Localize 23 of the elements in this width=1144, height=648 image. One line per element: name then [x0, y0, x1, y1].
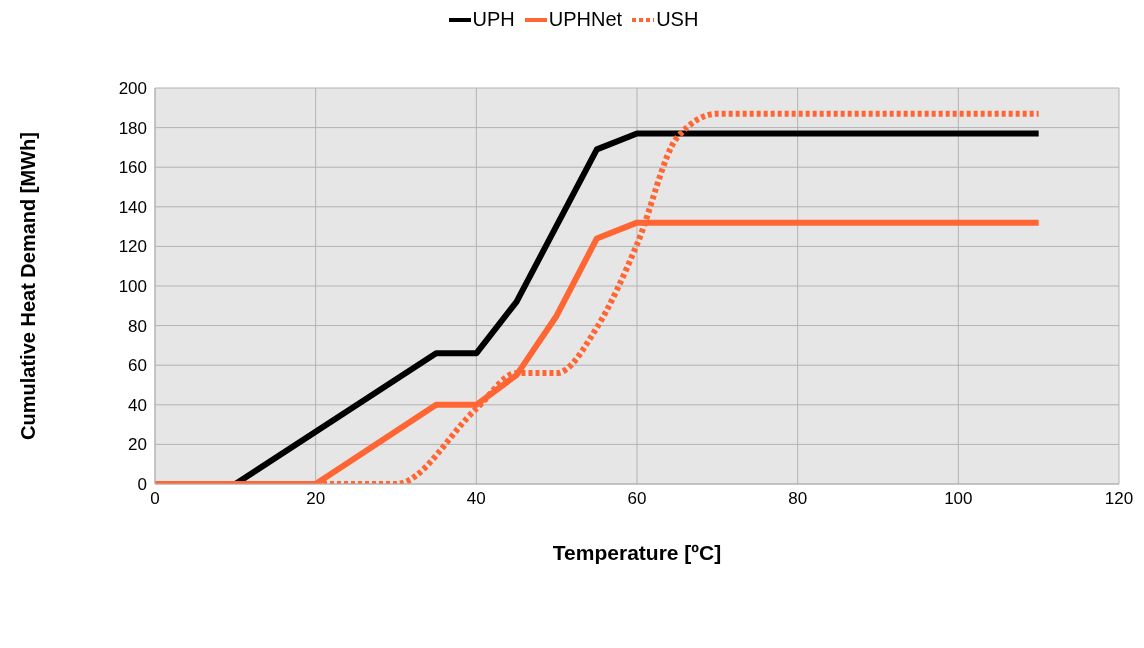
x-tick-label: 80 [788, 489, 808, 509]
legend-label: USH [656, 8, 699, 31]
y-tick-label: 200 [118, 79, 147, 99]
y-tick-label: 120 [118, 237, 147, 257]
x-tick-label: 60 [627, 489, 647, 509]
y-tick-label: 0 [137, 475, 147, 495]
y-tick-label: 40 [128, 395, 147, 415]
x-tick-label: 40 [466, 489, 486, 509]
y-tick-label: 160 [118, 158, 147, 178]
y-tick-label: 20 [128, 435, 147, 455]
x-tick-label: 0 [150, 489, 160, 509]
y-tick-label: 180 [118, 118, 147, 138]
legend-label: UPHNet [548, 8, 623, 31]
x-tick-label: 20 [306, 489, 326, 509]
y-tick-label: 140 [118, 197, 147, 217]
y-axis-title: Cumulative Heat Demand [MWh] [17, 132, 40, 440]
x-tick-label: 120 [1104, 489, 1134, 509]
x-axis-title: Temperature [ºC] [552, 541, 722, 564]
y-tick-label: 60 [128, 356, 147, 376]
x-tick-label: 100 [944, 489, 973, 509]
y-tick-label: 80 [128, 316, 147, 336]
y-tick-label: 100 [118, 277, 147, 297]
legend-label: UPH [472, 8, 515, 31]
